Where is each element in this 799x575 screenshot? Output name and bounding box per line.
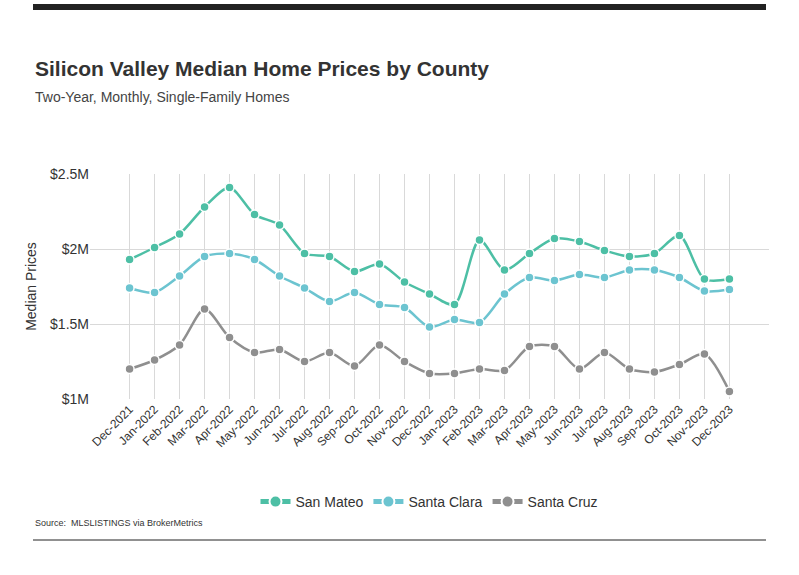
- svg-text:Jul-2022: Jul-2022: [268, 402, 311, 445]
- svg-text:Dec-2023: Dec-2023: [689, 402, 736, 449]
- svg-text:Median Prices: Median Prices: [23, 242, 39, 331]
- svg-text:Oct-2023: Oct-2023: [641, 402, 686, 447]
- svg-text:Aug-2023: Aug-2023: [589, 402, 636, 449]
- svg-text:Apr-2023: Apr-2023: [491, 402, 536, 447]
- svg-text:Jun-2023: Jun-2023: [541, 402, 587, 448]
- svg-text:Dec-2022: Dec-2022: [389, 402, 436, 449]
- svg-text:Dec-2021: Dec-2021: [89, 402, 136, 449]
- svg-text:Jan-2022: Jan-2022: [116, 402, 162, 448]
- svg-text:May-2023: May-2023: [513, 402, 561, 450]
- svg-text:$1.5M: $1.5M: [50, 316, 89, 332]
- svg-text:Sep-2023: Sep-2023: [614, 402, 661, 449]
- svg-text:Feb-2022: Feb-2022: [140, 402, 186, 448]
- svg-text:Jul-2023: Jul-2023: [568, 402, 611, 445]
- svg-text:Two-Year, Monthly, Single-Fami: Two-Year, Monthly, Single-Family Homes: [35, 89, 289, 105]
- svg-text:Mar-2022: Mar-2022: [165, 402, 211, 448]
- svg-text:Silicon Valley Median Home Pri: Silicon Valley Median Home Prices by Cou…: [35, 57, 489, 80]
- svg-text:Feb-2023: Feb-2023: [440, 402, 486, 448]
- svg-text:Jun-2022: Jun-2022: [241, 402, 287, 448]
- svg-text:Santa Cruz: Santa Cruz: [528, 494, 598, 510]
- svg-text:May-2022: May-2022: [213, 402, 261, 450]
- svg-text:Source: MLSLISTINGS via Broke: Source: MLSLISTINGS via BrokerMetrics: [35, 518, 203, 528]
- svg-text:Nov-2023: Nov-2023: [664, 402, 711, 449]
- svg-text:Oct-2022: Oct-2022: [341, 402, 386, 447]
- svg-text:$2M: $2M: [62, 241, 89, 257]
- svg-text:Aug-2022: Aug-2022: [289, 402, 336, 449]
- svg-text:$1M: $1M: [62, 391, 89, 407]
- svg-text:Mar-2023: Mar-2023: [465, 402, 511, 448]
- svg-text:$2.5M: $2.5M: [50, 166, 89, 182]
- svg-text:Santa Clara: Santa Clara: [408, 494, 482, 510]
- svg-text:Sep-2022: Sep-2022: [314, 402, 361, 449]
- svg-text:San Mateo: San Mateo: [296, 494, 364, 510]
- svg-text:Jan-2023: Jan-2023: [416, 402, 462, 448]
- svg-text:Nov-2022: Nov-2022: [364, 402, 411, 449]
- svg-text:Apr-2022: Apr-2022: [191, 402, 236, 447]
